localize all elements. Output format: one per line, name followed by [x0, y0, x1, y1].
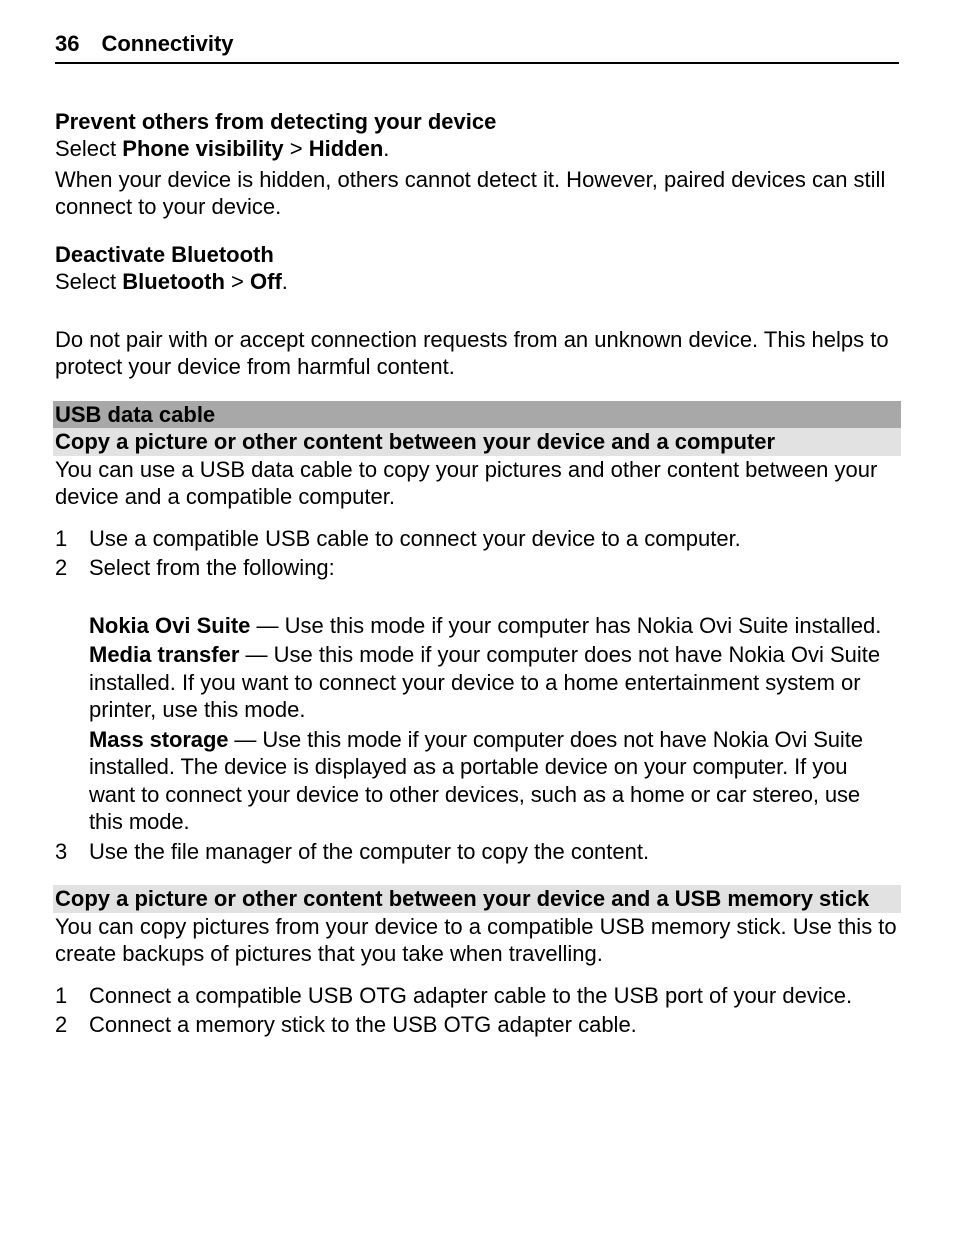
step-text: Use the file manager of the computer to … [89, 838, 899, 866]
menu-path-item: Bluetooth [122, 269, 225, 294]
mode-option: Nokia Ovi Suite — Use this mode if your … [89, 612, 899, 640]
heading: Prevent others from detecting your devic… [55, 108, 899, 136]
paragraph: Do not pair with or accept connection re… [55, 326, 899, 381]
mode-option: Mass storage — Use this mode if your com… [89, 726, 899, 836]
page: 36 Connectivity Prevent others from dete… [0, 0, 954, 1039]
heading-band-primary: USB data cable [53, 401, 901, 429]
spacer [55, 867, 899, 885]
paragraph: When your device is hidden, others canno… [55, 166, 899, 221]
step-text: Connect a memory stick to the USB OTG ad… [89, 1011, 899, 1039]
step-text: Use a compatible USB cable to connect yo… [89, 525, 899, 553]
menu-path-item: Hidden [309, 136, 384, 161]
menu-path-item: Phone visibility [122, 136, 283, 161]
section-title: Connectivity [101, 30, 233, 58]
step-text: Connect a compatible USB OTG adapter cab… [89, 982, 899, 1010]
select-line: Select Phone visibility > Hidden. [55, 135, 899, 163]
mode-name: Media transfer [89, 642, 239, 667]
list-item: Select from the following: [55, 554, 899, 582]
mode-options: Nokia Ovi Suite — Use this mode if your … [89, 612, 899, 836]
text: > [225, 269, 250, 294]
paragraph: You can use a USB data cable to copy you… [55, 456, 899, 511]
heading-band-secondary: Copy a picture or other content between … [53, 885, 901, 913]
section-usb-memory-stick: Copy a picture or other content between … [55, 885, 899, 1039]
steps-list-continued: Use the file manager of the computer to … [55, 838, 899, 866]
steps-list: Connect a compatible USB OTG adapter cab… [55, 982, 899, 1039]
text: > [284, 136, 309, 161]
steps-list: Use a compatible USB cable to connect yo… [55, 525, 899, 582]
list-item: Connect a compatible USB OTG adapter cab… [55, 982, 899, 1010]
text: . [282, 269, 288, 294]
section-deactivate-bluetooth: Deactivate Bluetooth Select Bluetooth > … [55, 241, 899, 381]
mode-name: Nokia Ovi Suite [89, 613, 250, 638]
mode-desc: — Use this mode if your computer has Nok… [250, 613, 881, 638]
menu-path-item: Off [250, 269, 282, 294]
list-item: Connect a memory stick to the USB OTG ad… [55, 1011, 899, 1039]
text: Select [55, 269, 122, 294]
paragraph: You can copy pictures from your device t… [55, 913, 899, 968]
step-text: Select from the following: [89, 554, 899, 582]
text: Select [55, 136, 122, 161]
heading: Deactivate Bluetooth [55, 241, 899, 269]
mode-name: Mass storage [89, 727, 228, 752]
list-item: Use the file manager of the computer to … [55, 838, 899, 866]
section-usb-data-cable: USB data cable Copy a picture or other c… [55, 401, 899, 866]
heading-band-secondary: Copy a picture or other content between … [53, 428, 901, 456]
list-item: Use a compatible USB cable to connect yo… [55, 525, 899, 553]
mode-option: Media transfer — Use this mode if your c… [89, 641, 899, 724]
select-line: Select Bluetooth > Off. [55, 268, 899, 296]
text: . [383, 136, 389, 161]
running-header: 36 Connectivity [55, 30, 899, 64]
page-number: 36 [55, 30, 79, 58]
section-prevent-detection: Prevent others from detecting your devic… [55, 108, 899, 221]
